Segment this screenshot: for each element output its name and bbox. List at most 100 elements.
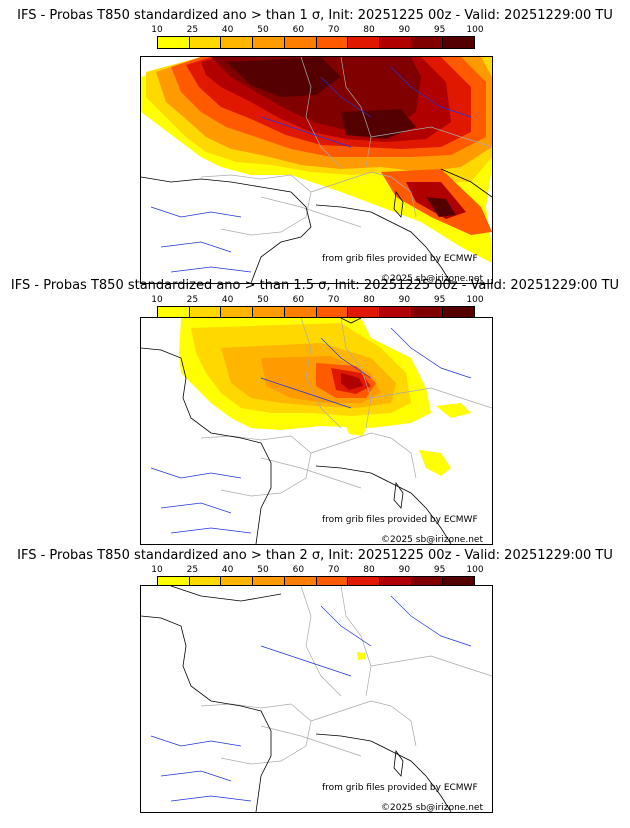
colorbar-ticks: 10 25 40 50 60 70 80 90 95 100 (151, 295, 483, 306)
colorbar-cell (379, 307, 412, 318)
rivers (150, 66, 472, 273)
colorbar-tick-label: 90 (398, 565, 411, 575)
colorbar-cell (189, 37, 222, 48)
colorbar-cell (316, 577, 349, 588)
prob-10 (357, 652, 366, 660)
colorbar-cell (443, 577, 475, 588)
colorbar-tick-label: 40 (221, 295, 234, 305)
colorbar-cell (221, 37, 254, 48)
colorbar-tick-label: 60 (292, 565, 305, 575)
colorbar-tick-label: 100 (466, 25, 484, 35)
colorbar-cell (316, 307, 349, 318)
colorbar-tick-label: 25 (186, 25, 199, 35)
rivers (150, 595, 472, 802)
colorbar-tick-label: 100 (466, 565, 484, 575)
probability-map: from grib files provided by ECMWF ©2025 … (140, 585, 493, 813)
prob-100-b (341, 109, 416, 139)
colorbar-tick-label: 10 (151, 295, 163, 305)
colorbar-cell (158, 577, 190, 588)
colorbar-cell (411, 307, 444, 318)
colorbar-tick-label: 80 (363, 565, 375, 575)
source-credit: from grib files provided by ECMWF (322, 783, 478, 793)
colorbar-cell (253, 37, 285, 48)
country-borders (200, 318, 492, 497)
prob-corsica-c (426, 197, 456, 217)
colorbar-tick-label: 80 (363, 25, 375, 35)
copyright-credit: ©2025 sb@irizone.net (381, 274, 483, 284)
prob-corsica (419, 450, 451, 476)
colorbar (157, 36, 475, 49)
prob-90 (341, 373, 363, 390)
colorbar-cell (221, 307, 254, 318)
coastline (141, 318, 452, 544)
probability-fill-layer (179, 318, 471, 476)
coastline (141, 168, 492, 283)
colorbar-tick-label: 90 (398, 25, 411, 35)
country-borders (200, 57, 492, 236)
colorbar-cell (348, 577, 380, 588)
colorbar-cell (379, 577, 412, 588)
colorbar-tick-label: 95 (433, 295, 446, 305)
colorbar-tick-label: 95 (433, 25, 446, 35)
colorbar-tick-label: 40 (221, 25, 234, 35)
panel-title: IFS - Probas T850 standardized ano > tha… (17, 548, 613, 563)
colorbar-cell (443, 307, 475, 318)
colorbar-cell (158, 307, 190, 318)
colorbar-cell (284, 577, 317, 588)
panel-1-sigma: IFS - Probas T850 standardized ano > tha… (0, 8, 630, 284)
source-credit: from grib files provided by ECMWF (322, 515, 478, 525)
colorbar-cell (253, 307, 285, 318)
colorbar-tick-label: 100 (466, 295, 484, 305)
colorbar-tick-label: 70 (327, 295, 340, 305)
colorbar-cell (316, 37, 349, 48)
copyright-credit: ©2025 sb@irizone.net (381, 803, 483, 813)
colorbar-tick-label: 60 (292, 295, 305, 305)
colorbar-ticks: 10 25 40 50 60 70 80 90 95 100 (151, 565, 483, 576)
colorbar-tick-label: 70 (327, 25, 340, 35)
colorbar-cell (253, 577, 285, 588)
panel-1-5-sigma: IFS - Probas T850 standardized ano > tha… (0, 278, 630, 546)
colorbar-tick-label: 10 (151, 25, 163, 35)
colorbar-cell (221, 577, 254, 588)
colorbar-tick-label: 25 (186, 295, 199, 305)
colorbar-tick-label: 95 (433, 565, 446, 575)
panel-title: IFS - Probas T850 standardized ano > tha… (17, 8, 613, 23)
colorbar-cell (189, 307, 222, 318)
colorbar-ticks: 10 25 40 50 60 70 80 90 95 100 (151, 25, 483, 36)
colorbar-cell (411, 37, 444, 48)
probability-fill-layer (357, 652, 366, 660)
colorbar-cell (379, 37, 412, 48)
copyright-credit: ©2025 sb@irizone.net (381, 535, 483, 545)
colorbar-tick-label: 60 (292, 25, 305, 35)
rivers (150, 327, 472, 534)
prob-alps (436, 403, 471, 418)
panel-2-sigma: IFS - Probas T850 standardized ano > tha… (0, 548, 630, 816)
map-canvas (141, 57, 492, 283)
prob-south (346, 426, 366, 436)
map-canvas (141, 586, 492, 812)
probability-map: from grib files provided by ECMWF ©2025 … (140, 317, 493, 545)
coastline (141, 586, 452, 812)
map-canvas (141, 318, 492, 544)
colorbar-tick-label: 50 (257, 565, 269, 575)
country-borders (200, 586, 492, 765)
colorbar-cell (284, 307, 317, 318)
colorbar-tick-label: 25 (186, 565, 199, 575)
colorbar-cell (348, 307, 380, 318)
probability-fill-layer (141, 57, 492, 263)
colorbar-tick-label: 80 (363, 295, 375, 305)
colorbar-cell (348, 37, 380, 48)
colorbar-cell (158, 37, 190, 48)
colorbar-cell (189, 577, 222, 588)
source-credit: from grib files provided by ECMWF (322, 254, 478, 264)
colorbar-tick-label: 50 (257, 295, 269, 305)
colorbar-tick-label: 50 (257, 25, 269, 35)
colorbar-tick-label: 10 (151, 565, 163, 575)
colorbar-tick-label: 70 (327, 565, 340, 575)
prob-100 (226, 57, 341, 97)
colorbar-cell (411, 577, 444, 588)
panel-title: IFS - Probas T850 standardized ano > tha… (10, 278, 620, 293)
probability-map: from grib files provided by ECMWF ©2025 … (140, 56, 493, 284)
colorbar-tick-label: 40 (221, 565, 234, 575)
colorbar-cell (284, 37, 317, 48)
